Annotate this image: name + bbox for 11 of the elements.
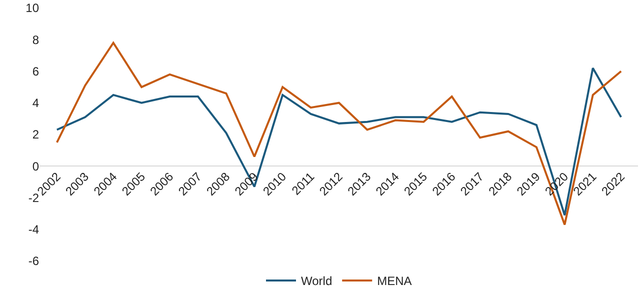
y-tick-label: 0 <box>32 159 40 174</box>
y-tick-label: 4 <box>32 96 40 110</box>
y-tick-label: 10 <box>26 1 40 16</box>
legend-label: MENA <box>377 274 412 288</box>
y-tick-label: 8 <box>32 32 40 47</box>
y-tick-label: 6 <box>32 64 40 78</box>
y-tick-label: -4 <box>28 222 40 237</box>
y-tick-label: -6 <box>28 254 40 268</box>
legend-label: World <box>301 274 332 288</box>
y-tick-label: 2 <box>32 128 40 142</box>
y-tick-label: -2 <box>28 190 40 205</box>
